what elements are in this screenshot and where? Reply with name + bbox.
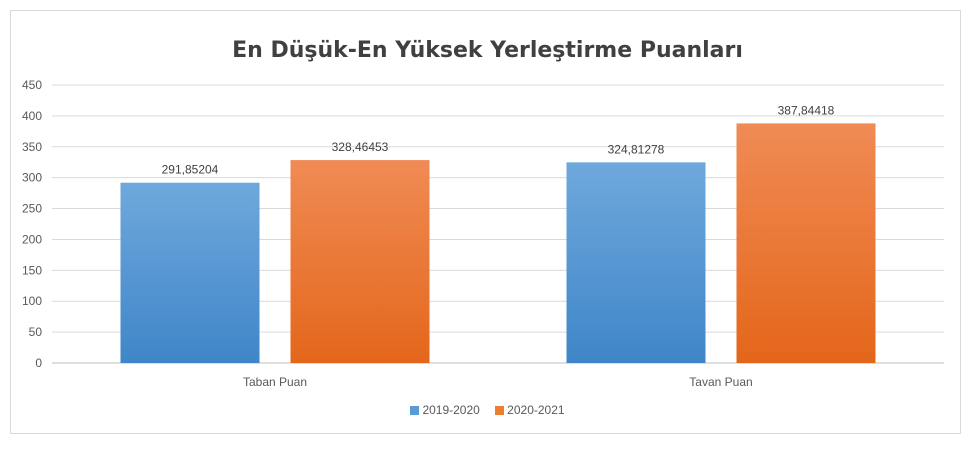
- y-tick-label: 100: [22, 294, 42, 308]
- data-label: 387,84418: [778, 103, 835, 117]
- x-tick-label: Taban Puan: [243, 375, 307, 389]
- x-tick-label: Tavan Puan: [689, 375, 752, 389]
- legend-label-2: 2020-2021: [507, 403, 565, 417]
- bar-2020-2021-Tavan Puan: [736, 123, 876, 363]
- y-axis-ticks: 0 50 100 150 200 250 300 350 400 450: [22, 78, 42, 370]
- y-tick-label: 300: [22, 171, 42, 185]
- y-tick-label: 450: [22, 78, 42, 92]
- bar-2019-2020-Taban Puan: [120, 182, 260, 363]
- y-tick-label: 350: [22, 140, 42, 154]
- y-tick-label: 150: [22, 263, 42, 277]
- bar-2019-2020-Tavan Puan: [566, 162, 706, 363]
- data-label: 291,85204: [162, 163, 219, 177]
- bars: [120, 123, 876, 363]
- data-label: 324,81278: [608, 142, 665, 156]
- y-tick-label: 400: [22, 109, 42, 123]
- legend-label-1: 2019-2020: [422, 403, 480, 417]
- data-label: 328,46453: [332, 140, 389, 154]
- legend-swatch-1: [410, 405, 420, 415]
- data-labels: 291,85204 328,46453 324,81278 387,84418: [162, 103, 835, 176]
- legend-item-2: 2020-2021: [495, 403, 565, 417]
- legend: 2019-2020 2020-2021: [0, 403, 975, 418]
- y-tick-label: 0: [35, 356, 42, 370]
- chart-title: En Düşük-En Yüksek Yerleştirme Puanları: [232, 38, 743, 63]
- legend-swatch-2: [495, 405, 505, 415]
- legend-item-1: 2019-2020: [410, 403, 480, 417]
- x-axis-ticks: Taban Puan Tavan Puan: [243, 375, 753, 389]
- y-tick-label: 50: [29, 325, 43, 339]
- y-tick-label: 200: [22, 232, 42, 246]
- y-tick-label: 250: [22, 202, 42, 216]
- bar-2020-2021-Taban Puan: [290, 160, 430, 363]
